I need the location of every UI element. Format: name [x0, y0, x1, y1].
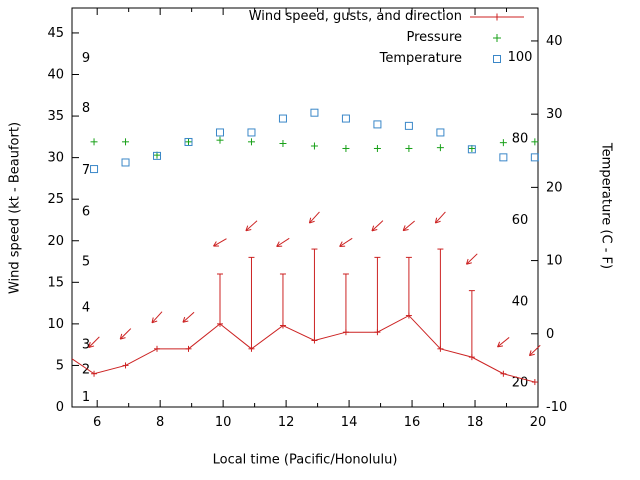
svg-text:80: 80 — [512, 132, 529, 147]
svg-text:12: 12 — [278, 415, 295, 430]
legend-item-wind: Wind speed, gusts, and direction — [249, 6, 525, 27]
svg-text:3: 3 — [82, 338, 90, 353]
svg-text:30: 30 — [546, 107, 563, 122]
svg-text:45: 45 — [47, 26, 64, 41]
left-axis-title: Wind speed (kt - Beaufort) — [7, 121, 23, 295]
svg-text:40: 40 — [546, 34, 563, 49]
svg-text:0: 0 — [56, 400, 64, 415]
svg-text:10: 10 — [215, 415, 232, 430]
svg-text:15: 15 — [47, 275, 64, 290]
pressure-series — [90, 136, 539, 159]
svg-text:5: 5 — [82, 255, 90, 270]
svg-text:30: 30 — [47, 151, 64, 166]
svg-text:10: 10 — [47, 317, 64, 332]
right-axis-title: Temperature (C - F) — [598, 142, 614, 270]
wind-sample-icon — [470, 13, 524, 20]
pressure-sample-icon — [493, 33, 501, 42]
beaufort-scale-labels: 1 2 3 4 5 6 7 8 9 — [82, 51, 90, 405]
svg-text:25: 25 — [47, 192, 64, 207]
svg-text:7: 7 — [82, 163, 90, 178]
svg-text:0: 0 — [546, 327, 554, 342]
svg-text:5: 5 — [56, 358, 64, 373]
legend-item-pressure: Pressure — [249, 27, 525, 48]
svg-text:40: 40 — [47, 68, 64, 83]
legend-label-wind: Wind speed, gusts, and direction — [248, 9, 462, 24]
svg-text:4: 4 — [82, 300, 90, 315]
temperature-series — [90, 108, 539, 174]
axis-ticks: 6 8 10 12 14 16 18 20051015202530354045-1001020… — [47, 8, 567, 430]
svg-text:10: 10 — [546, 254, 563, 269]
legend-item-temperature: Temperature — [249, 48, 525, 69]
svg-text:20: 20 — [546, 180, 563, 195]
svg-text:16: 16 — [404, 415, 421, 430]
svg-text:20: 20 — [47, 234, 64, 249]
svg-text:8: 8 — [82, 101, 90, 116]
svg-text:40: 40 — [512, 294, 529, 309]
legend-label-temperature: Temperature — [379, 51, 462, 66]
svg-text:60: 60 — [512, 213, 529, 228]
svg-text:-10: -10 — [546, 400, 567, 415]
svg-text:35: 35 — [47, 109, 64, 124]
x-axis-title: Local time (Pacific/Honolulu) — [212, 452, 398, 468]
svg-text:20: 20 — [530, 415, 547, 430]
plot-border — [71, 7, 539, 408]
legend-label-pressure: Pressure — [406, 30, 462, 45]
svg-text:1: 1 — [82, 390, 90, 405]
svg-text:6: 6 — [82, 205, 90, 220]
wind-direction-arrows — [88, 211, 541, 357]
svg-text:9: 9 — [82, 51, 90, 66]
svg-text:6: 6 — [93, 415, 101, 430]
svg-text:18: 18 — [467, 415, 484, 430]
wind-series — [71, 248, 538, 386]
svg-text:100: 100 — [508, 50, 533, 65]
legend: Wind speed, gusts, and direction Pressur… — [249, 6, 525, 69]
svg-text:14: 14 — [341, 415, 358, 430]
svg-text:8: 8 — [156, 415, 164, 430]
svg-text:2: 2 — [82, 363, 90, 378]
temperature-sample-icon — [493, 54, 501, 63]
